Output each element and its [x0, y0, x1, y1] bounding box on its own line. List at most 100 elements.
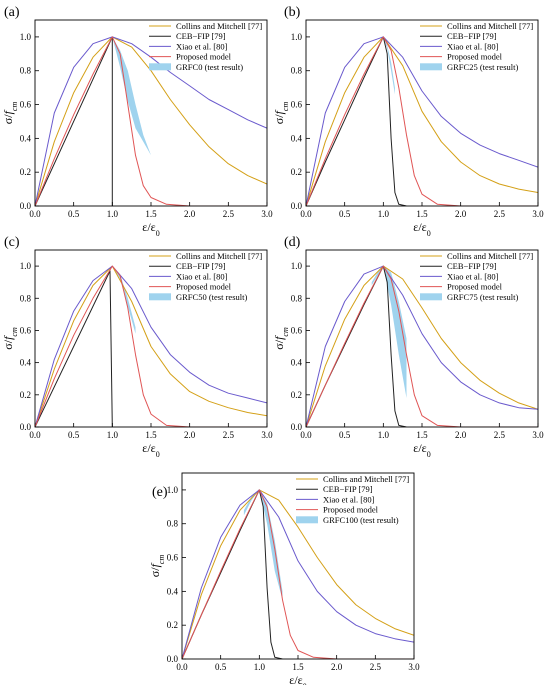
panel-label: (a) — [4, 5, 20, 20]
panel-4: 0.0 0.5 1.0 1.5 2.0 2.5 3.0 0.0 0.2 0.4 0.6 0.8 1.0 ε… — [272, 235, 544, 459]
y-axis-label-main: σ/ — [1, 339, 15, 349]
y-tick-label: 0.8 — [167, 519, 179, 529]
panel-5: 0.0 0.5 1.0 1.5 2.0 2.5 3.0 0.0 0.2 0.4 0.6 0.8 1.0 ε… — [148, 472, 420, 685]
x-tick-label: 0.5 — [68, 209, 80, 219]
x-axis-label-sub: 0 — [156, 450, 160, 459]
y-tick-label: 0.4 — [167, 586, 179, 596]
x-tick-label: 3.0 — [261, 209, 273, 219]
y-tick-label: 0.6 — [291, 100, 303, 110]
x-tick-label: 2.5 — [494, 430, 506, 440]
y-tick-label: 0.2 — [20, 167, 31, 177]
test-result-band — [112, 266, 136, 334]
legend-label: Collins and Mitchell [77] — [176, 251, 262, 261]
y-axis-label: σ/fcm — [1, 327, 19, 350]
x-tick-label: 2.5 — [370, 662, 382, 672]
legend-label-test: GRFC50 (test result) — [176, 292, 247, 302]
panel-label: (e) — [152, 485, 168, 500]
y-tick-label: 0.4 — [20, 358, 32, 368]
test-result-band — [112, 36, 155, 166]
legend-label: Proposed model — [176, 282, 232, 292]
y-axis-label-main: σ/ — [272, 114, 286, 124]
series-line-3 — [182, 489, 414, 659]
panel-2: 0.0 0.5 1.0 1.5 2.0 2.5 3.0 0.0 0.2 0.4 0.6 0.8 1.0 ε… — [272, 5, 544, 238]
legend-label: Proposed model — [447, 52, 503, 62]
legend-label: Collins and Mitchell [77] — [447, 21, 533, 31]
panel-3: 0.0 0.5 1.0 1.5 2.0 2.5 3.0 0.0 0.2 0.4 0.6 0.8 1.0 ε… — [1, 235, 273, 459]
x-tick-label: 0.5 — [339, 430, 351, 440]
x-axis-label-main: ε/ε — [142, 220, 155, 234]
x-tick-label: 3.0 — [261, 430, 273, 440]
legend-label: CEB−FIP [79] — [447, 261, 497, 271]
series-line-1 — [35, 36, 267, 206]
x-tick-label: 1.0 — [254, 662, 266, 672]
legend-swatch-band — [149, 63, 171, 71]
legend-label: CEB−FIP [79] — [447, 31, 497, 41]
x-tick-label: 2.0 — [455, 430, 467, 440]
x-tick-label: 2.5 — [223, 430, 235, 440]
x-tick-label: 2.5 — [494, 209, 506, 219]
y-tick-label: 0.2 — [291, 167, 302, 177]
panel-label: (d) — [284, 235, 301, 250]
x-tick-label: 3.0 — [532, 430, 544, 440]
x-axis-label-sub: 0 — [156, 229, 160, 238]
y-tick-label: 1.0 — [291, 32, 303, 42]
x-tick-label: 1.0 — [107, 209, 119, 219]
panel-label: (c) — [4, 235, 20, 250]
y-axis-label-main: σ/ — [148, 567, 162, 577]
legend-swatch-band — [420, 293, 442, 301]
series-line-3 — [35, 265, 267, 427]
x-tick-label: 1.5 — [145, 430, 157, 440]
x-axis-label-sub: 0 — [427, 229, 431, 238]
x-axis-label-main: ε/ε — [289, 673, 302, 685]
x-tick-label: 1.0 — [378, 430, 390, 440]
legend-label-test: GRFC25 (test result) — [447, 62, 518, 72]
legend-label-test: GRFC0 (test result) — [176, 62, 243, 72]
x-tick-label: 1.0 — [378, 209, 390, 219]
legend-swatch-band — [420, 63, 442, 71]
y-axis-label: σ/fcm — [148, 555, 166, 578]
series-line-1 — [306, 36, 538, 206]
x-axis-label: ε/ε0 — [142, 441, 159, 459]
x-axis-label-main: ε/ε — [413, 441, 426, 455]
y-axis-label-sub: cm — [157, 555, 166, 565]
panel-label: (b) — [284, 5, 301, 20]
series-line-4 — [306, 265, 538, 427]
y-axis-label: σ/fcm — [1, 102, 19, 125]
y-tick-label: 0.8 — [291, 66, 303, 76]
series-line-1 — [35, 265, 267, 427]
x-tick-label: 0.5 — [215, 662, 227, 672]
x-tick-label: 0.5 — [339, 209, 351, 219]
legend-label: Xiao et al. [80] — [176, 41, 228, 51]
y-tick-label: 0.2 — [291, 390, 302, 400]
legend: Collins and Mitchell [77]CEB−FIP [79]Xia… — [149, 251, 262, 302]
x-tick-label: 3.0 — [532, 209, 544, 219]
legend-label: Xiao et al. [80] — [447, 271, 499, 281]
legend-label: Collins and Mitchell [77] — [176, 21, 262, 31]
y-tick-label: 0.0 — [291, 422, 303, 432]
y-tick-label: 1.0 — [20, 261, 32, 271]
y-tick-label: 0.0 — [20, 422, 32, 432]
plot-frame — [305, 19, 539, 207]
legend: Collins and Mitchell [77]CEB−FIP [79]Xia… — [296, 474, 409, 525]
x-tick-label: 2.0 — [455, 209, 467, 219]
x-tick-label: 0.0 — [176, 662, 188, 672]
x-axis-label-main: ε/ε — [142, 441, 155, 455]
legend-label-test: GRFC100 (test result) — [323, 515, 399, 525]
plot-frame — [181, 472, 415, 660]
y-axis-label-main: σ/ — [272, 339, 286, 349]
y-tick-label: 1.0 — [167, 485, 179, 495]
x-axis-label-main: ε/ε — [413, 220, 426, 234]
y-axis-label: σ/fcm — [272, 102, 290, 125]
test-result-band — [243, 489, 283, 600]
y-axis-label-f: f — [1, 335, 15, 340]
y-tick-label: 0.6 — [20, 325, 32, 335]
x-tick-label: 0.5 — [68, 430, 80, 440]
x-tick-label: 0.0 — [300, 430, 312, 440]
y-tick-label: 0.4 — [20, 133, 32, 143]
y-tick-label: 0.6 — [20, 100, 32, 110]
y-axis-label: σ/fcm — [272, 327, 290, 350]
x-axis-label: ε/ε0 — [413, 441, 430, 459]
test-result-band — [371, 266, 407, 398]
x-tick-label: 2.0 — [184, 209, 196, 219]
y-tick-label: 0.2 — [167, 620, 178, 630]
